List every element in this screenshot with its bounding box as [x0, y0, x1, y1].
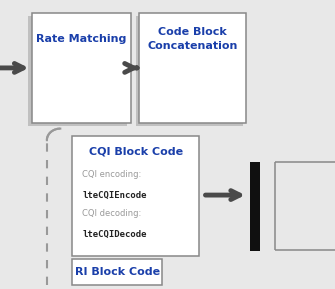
Text: lteCQIEncode: lteCQIEncode	[82, 190, 147, 200]
FancyBboxPatch shape	[139, 13, 246, 123]
FancyBboxPatch shape	[28, 16, 127, 126]
Text: CQI decoding:: CQI decoding:	[82, 209, 141, 218]
FancyBboxPatch shape	[136, 16, 243, 126]
Text: CQI encoding:: CQI encoding:	[82, 170, 141, 179]
FancyBboxPatch shape	[72, 136, 199, 256]
FancyBboxPatch shape	[250, 162, 260, 251]
Text: lteCQIDecode: lteCQIDecode	[82, 229, 147, 239]
Text: RI Block Code: RI Block Code	[75, 267, 160, 277]
Text: Rate Matching: Rate Matching	[36, 34, 126, 44]
Text: Code Block
Concatenation: Code Block Concatenation	[147, 27, 238, 51]
Text: CQI Block Code: CQI Block Code	[89, 147, 183, 157]
FancyBboxPatch shape	[72, 259, 162, 285]
FancyBboxPatch shape	[32, 13, 131, 123]
